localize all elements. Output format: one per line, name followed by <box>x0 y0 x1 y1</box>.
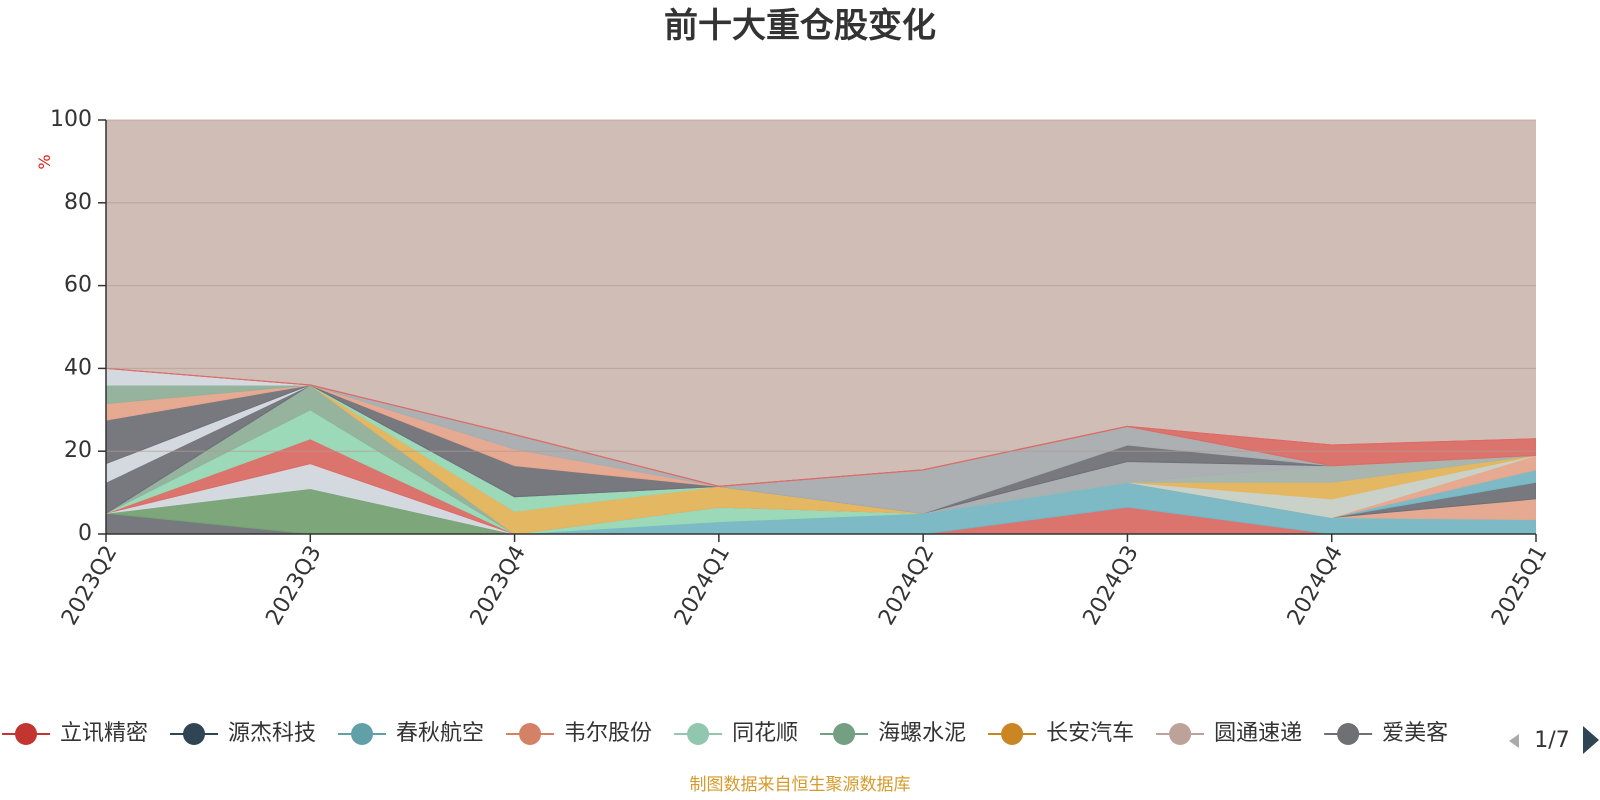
legend-item[interactable]: 长安汽车 <box>988 721 1134 746</box>
legend-label: 同花顺 <box>732 721 798 746</box>
y-tick-label: 0 <box>78 521 92 546</box>
chart-title: 前十大重仓股变化 <box>664 6 936 46</box>
x-tick-label: 2024Q3 <box>1079 542 1144 630</box>
legend-marker <box>351 723 374 745</box>
legend-marker <box>183 723 206 745</box>
y-tick-label: 20 <box>64 438 92 463</box>
x-tick-label: 2023Q4 <box>466 542 531 630</box>
legend-item[interactable]: 同花顺 <box>674 721 798 746</box>
y-axis-ticks: 0 20 40 60 80 100 <box>50 107 106 546</box>
x-tick-label: 2023Q2 <box>57 542 122 630</box>
y-tick-label: 40 <box>64 355 92 380</box>
x-tick-label: 2023Q3 <box>261 542 326 630</box>
legend-item[interactable]: 爱美客 <box>1324 721 1448 746</box>
y-axis-unit: % <box>35 154 54 169</box>
legend-item[interactable]: 海螺水泥 <box>820 721 966 746</box>
x-axis-ticks: 2023Q2 2023Q3 2023Q4 2024Q1 2024Q2 2024Q3 2024… <box>57 534 1552 630</box>
legend-marker <box>1337 723 1360 745</box>
legend-label: 源杰科技 <box>228 721 316 746</box>
legend-label: 春秋航空 <box>396 721 484 746</box>
y-tick-label: 100 <box>50 107 92 132</box>
legend-label: 立讯精密 <box>60 721 148 746</box>
legend-item[interactable]: 源杰科技 <box>170 721 316 746</box>
grid-lines <box>106 119 1536 452</box>
x-tick-label: 2025Q1 <box>1487 542 1552 630</box>
area-series-1 <box>106 487 1536 534</box>
legend-label: 韦尔股份 <box>564 721 652 746</box>
legend-item[interactable]: 圆通速递 <box>1156 721 1302 746</box>
y-tick-label: 60 <box>64 273 92 298</box>
legend-label: 海螺水泥 <box>878 721 966 746</box>
legend-marker <box>15 723 37 745</box>
legend-label: 爱美客 <box>1382 721 1448 746</box>
source-note: 制图数据来自恒生聚源数据库 <box>690 775 911 795</box>
pager-next-arrow-icon[interactable] <box>1583 726 1599 754</box>
area-series-group <box>106 367 1536 534</box>
axes <box>105 120 1536 535</box>
legend-item[interactable]: 立讯精密 <box>2 721 148 746</box>
legend-marker <box>687 723 710 745</box>
x-tick-label: 2024Q4 <box>1283 542 1348 630</box>
legend-item[interactable]: 春秋航空 <box>338 721 484 746</box>
area-series-0 <box>106 512 1536 534</box>
legend-marker <box>1169 723 1192 745</box>
legend-label: 圆通速递 <box>1214 721 1302 746</box>
legend-pager: 1/7 <box>1509 726 1599 754</box>
x-tick-label: 2024Q2 <box>874 542 939 630</box>
area-series-33 <box>106 367 1536 487</box>
y-tick-label: 80 <box>64 190 92 215</box>
legend-marker <box>519 723 542 745</box>
legend-marker <box>833 723 856 745</box>
legend-label: 长安汽车 <box>1046 721 1134 746</box>
pager-prev-arrow-icon[interactable] <box>1509 734 1519 748</box>
pager-text: 1/7 <box>1534 728 1569 753</box>
legend: 立讯精密 源杰科技 春秋航空 韦尔股份 同花顺 海螺水泥 长安汽车 圆通速递 爱美客 <box>2 721 1448 746</box>
x-tick-label: 2024Q1 <box>670 542 735 630</box>
legend-marker <box>1001 723 1024 745</box>
legend-item[interactable]: 韦尔股份 <box>506 721 652 746</box>
